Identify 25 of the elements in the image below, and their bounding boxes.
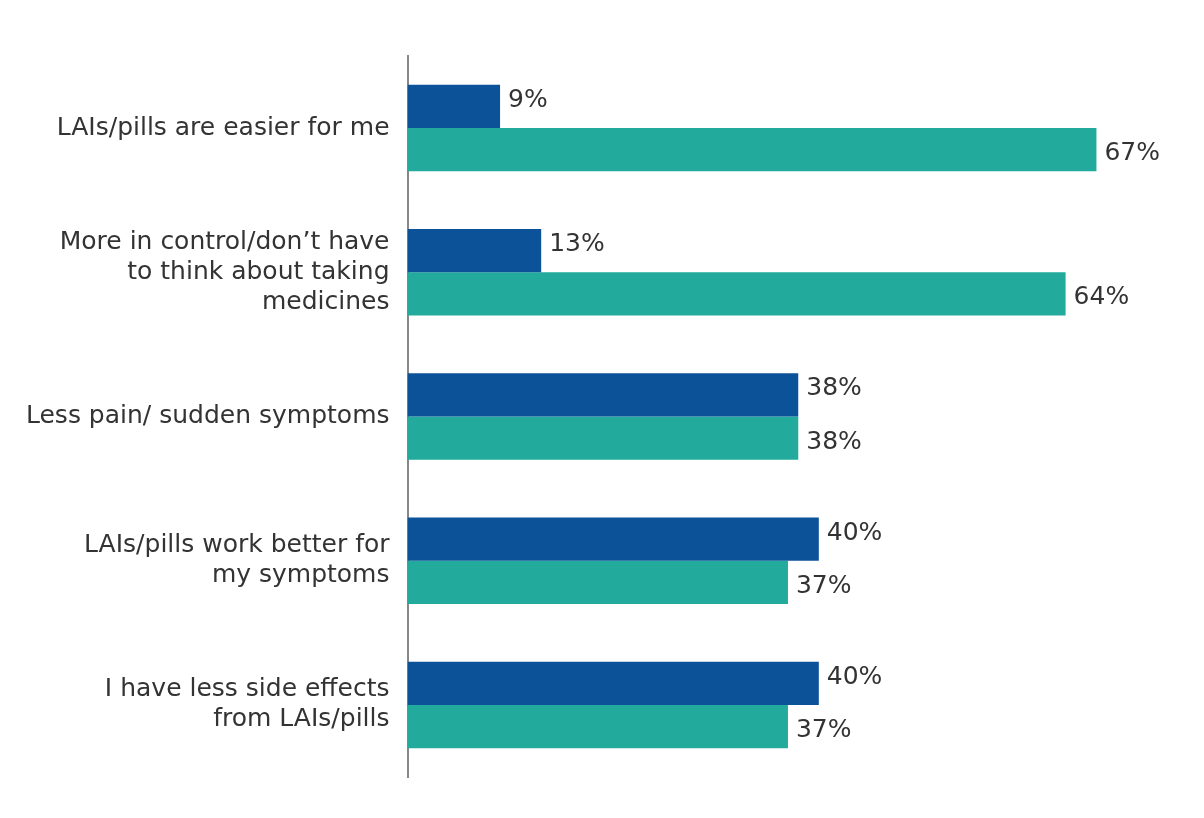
bar	[407, 229, 542, 273]
data-label: 64%	[1073, 281, 1130, 311]
data-label: 67%	[1104, 137, 1161, 167]
bar	[407, 373, 799, 417]
bar	[407, 416, 799, 460]
bar	[407, 704, 788, 749]
y-tick-label: LAIs/pills work better for my symptoms	[84, 529, 391, 589]
bar	[407, 560, 788, 604]
data-label: 37%	[795, 569, 852, 599]
bar	[407, 128, 1097, 172]
data-label: 38%	[806, 425, 862, 455]
bar	[407, 84, 501, 129]
y-tick-label: I have less side effects from LAIs/pills	[104, 673, 390, 733]
data-label: 38%	[806, 372, 862, 402]
y-tick-label: Less pain/ sudden symptoms	[26, 400, 390, 429]
data-label: 9%	[508, 83, 548, 113]
data-label: 40%	[826, 516, 883, 546]
bar	[407, 272, 1066, 316]
bar	[407, 661, 819, 705]
y-tick-label: More in control/don’t have to think about taking medicines	[59, 225, 390, 315]
data-label: 40%	[826, 660, 883, 690]
data-label: 37%	[795, 714, 852, 744]
data-label: 13%	[549, 228, 605, 258]
bar	[407, 517, 819, 561]
y-tick-label: LAIs/pills are easier for me	[56, 111, 390, 141]
